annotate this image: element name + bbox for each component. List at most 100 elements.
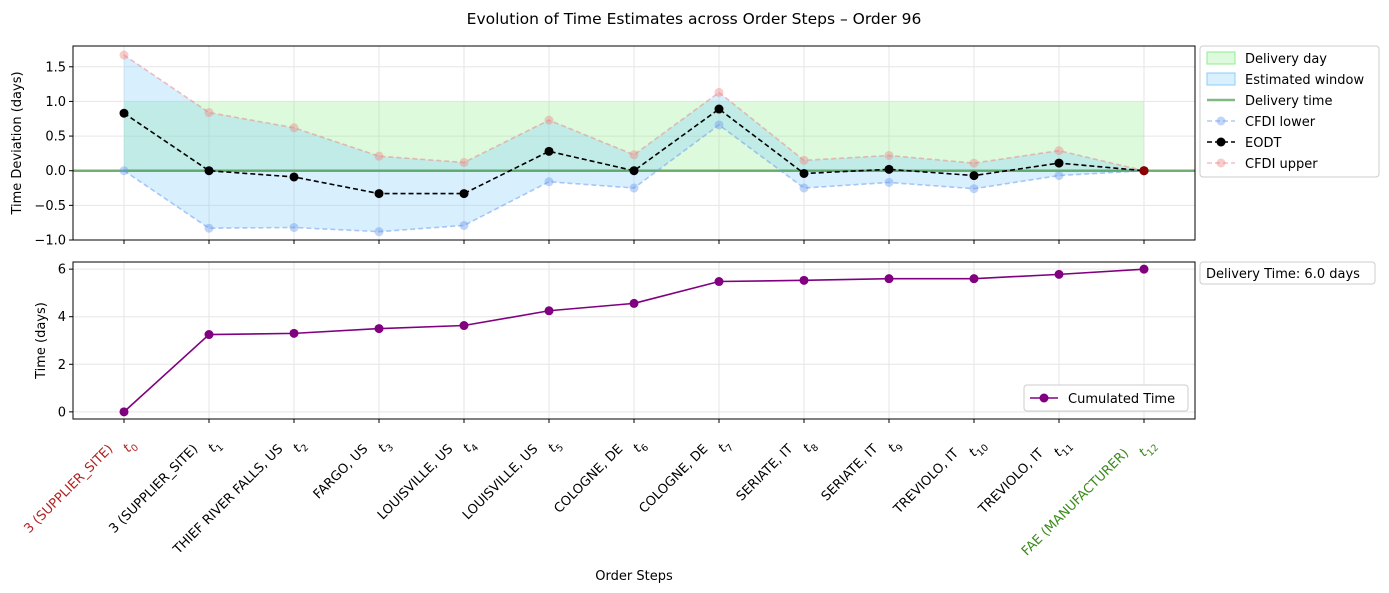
eodt-point (119, 108, 129, 118)
bottom-plot: 0 2 4 6 Time (days) Order Steps (34, 261, 1196, 584)
cfdi-upper-point (204, 108, 214, 118)
cumulated-time-point (1054, 269, 1064, 279)
top-y-tick-label: 1.5 (45, 60, 66, 75)
x-axis-label: Order Steps (595, 569, 673, 584)
bottom-y-tick-label: 2 (58, 358, 66, 373)
eodt-point (1054, 158, 1064, 168)
eodt-point (714, 104, 724, 114)
legend-estimated-window: Estimated window (1245, 73, 1364, 88)
top-legend-box (1199, 45, 1380, 178)
cumulated-time-point (629, 298, 639, 308)
top-y-tick-label: −0.5 (34, 199, 66, 214)
top-y-ticks: −1.0 −0.5 0.0 0.5 1.0 1.5 (34, 60, 73, 249)
top-y-axis-label: Time Deviation (days) (10, 71, 25, 215)
x-tick-label: COLOGNE, DE t7 (636, 428, 736, 528)
cfdi-lower-point (289, 223, 299, 233)
cfdi-upper-point (1054, 146, 1064, 156)
legend-cfdi-upper-marker (1216, 158, 1226, 168)
cfdi-lower-point (374, 227, 384, 237)
top-y-tick-label: −1.0 (34, 234, 66, 249)
x-tick-label: TREVIOLO, IT t10 (890, 428, 991, 529)
eodt-point (374, 189, 384, 199)
x-tick-label: COLOGNE, DE t6 (551, 428, 651, 528)
cfdi-lower-point (459, 220, 469, 230)
cfdi-upper-point (374, 151, 384, 161)
legend-delivery-day-swatch (1206, 51, 1236, 65)
top-x-ticks (123, 240, 1145, 244)
x-tick-label: LOUISVILLE, US t5 (460, 428, 566, 534)
cumulated-time-point (969, 274, 979, 284)
estimated-window-area (124, 55, 1144, 232)
final-step-marker (1139, 166, 1149, 176)
legend-delivery-time: Delivery time (1245, 94, 1332, 109)
legend-cumulated-marker (1039, 393, 1049, 403)
cumulated-time-point (1139, 264, 1149, 274)
cfdi-upper-point (714, 87, 724, 97)
cumulated-time-point (119, 407, 129, 417)
cfdi-upper-point (969, 158, 979, 168)
cumulated-time-point (544, 306, 554, 316)
cfdi-upper-point (799, 155, 809, 165)
cumulated-time-point (459, 321, 469, 331)
cfdi-lower-point (1054, 171, 1064, 181)
bottom-grid (73, 262, 1195, 419)
cumulated-time-point (204, 330, 214, 340)
cumulated-time-point (884, 274, 894, 284)
cfdi-upper-line (123, 54, 1145, 172)
legend-cfdi-lower: CFDI lower (1245, 115, 1316, 130)
legend-eodt-marker (1216, 137, 1226, 147)
x-tick-labels: 3 (SUPPLIER_SITE) t03 (SUPPLIER_SITE) t1TH… (21, 428, 1161, 570)
x-tick-label: FAE (MANUFACTURER) t12 (1019, 428, 1161, 570)
eodt-point (459, 189, 469, 199)
annotation-text: Delivery Time: 6.0 days (1206, 267, 1360, 282)
eodt-point (289, 172, 299, 182)
eodt-point (544, 146, 554, 156)
cfdi-lower-point (969, 184, 979, 194)
cumulated-time-point (714, 277, 724, 287)
bottom-y-ticks: 0 2 4 6 (58, 263, 73, 420)
top-series (119, 50, 1149, 237)
top-y-tick-label: 1.0 (45, 95, 66, 110)
cumulated-time-point (374, 324, 384, 334)
cfdi-upper-point (544, 115, 554, 125)
eodt-point (799, 168, 809, 178)
cfdi-upper-point (289, 123, 299, 133)
cfdi-upper-point (119, 50, 129, 60)
eodt-point (884, 164, 894, 174)
x-tick-label: SERIATE, IT t9 (819, 428, 906, 515)
cfdi-upper-point (884, 150, 894, 160)
legend-cfdi-upper: CFDI upper (1245, 157, 1318, 172)
bottom-legend: Cumulated Time (1023, 384, 1189, 412)
cfdi-lower-point (544, 177, 554, 187)
cfdi-lower-point (799, 183, 809, 193)
cumulated-time-point (289, 328, 299, 338)
cfdi-lower-point (204, 223, 214, 233)
top-y-tick-label: 0.5 (45, 130, 66, 145)
bottom-y-tick-label: 6 (58, 263, 66, 278)
top-plot: −1.0 −0.5 0.0 0.5 1.0 1.5 Time Deviation (day… (10, 45, 1196, 249)
legend-eodt: EODT (1245, 136, 1281, 151)
legend-delivery-day: Delivery day (1245, 52, 1327, 67)
top-legend: Delivery day Estimated window Delivery t… (1199, 45, 1380, 178)
cfdi-upper-point (629, 150, 639, 160)
cfdi-lower-point (884, 177, 894, 187)
delivery-day-band (124, 101, 1144, 171)
x-tick-label: FARGO, US t3 (311, 428, 396, 513)
delivery-time-annotation: Delivery Time: 6.0 days (1199, 261, 1376, 285)
bottom-y-tick-label: 0 (58, 405, 66, 420)
x-tick-label: SERIATE, IT t8 (734, 428, 821, 515)
bottom-x-ticks (123, 419, 1145, 423)
cumulated-time-point (799, 275, 809, 285)
bottom-y-axis-label: Time (days) (34, 302, 49, 380)
top-y-tick-label: 0.0 (45, 164, 66, 179)
legend-cfdi-lower-marker (1216, 116, 1226, 126)
cfdi-upper-point (459, 157, 469, 167)
eodt-point (969, 171, 979, 181)
legend-estimated-window-swatch (1206, 72, 1236, 86)
legend-cumulated-time: Cumulated Time (1068, 392, 1175, 407)
cfdi-lower-line (123, 123, 1145, 233)
annotation-box (1199, 261, 1376, 285)
cfdi-lower-point (119, 166, 129, 176)
bottom-legend-box (1023, 384, 1189, 412)
